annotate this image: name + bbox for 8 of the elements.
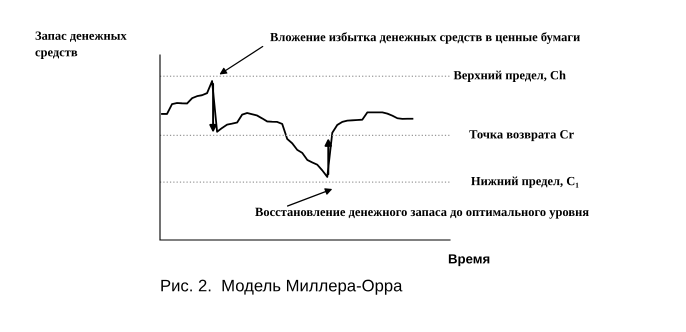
text: Рис. 2. Модель Миллера-Орра bbox=[161, 280, 402, 295]
ref-line-label: Точка возврата Cr bbox=[469, 130, 574, 142]
annotation: Восстановление денежного запаса до оптимального уровня bbox=[255, 208, 589, 219]
ref-line-label: Нижний предел, C₁ bbox=[471, 176, 579, 188]
text: Вложение избытка денежных средств в ценные бумаги bbox=[270, 32, 580, 44]
y-axis-title: Запас денежных средств bbox=[35, 31, 127, 59]
x-axis-title: Время bbox=[448, 254, 490, 266]
ref-line-label: Верхний предел, Ch bbox=[454, 70, 566, 82]
